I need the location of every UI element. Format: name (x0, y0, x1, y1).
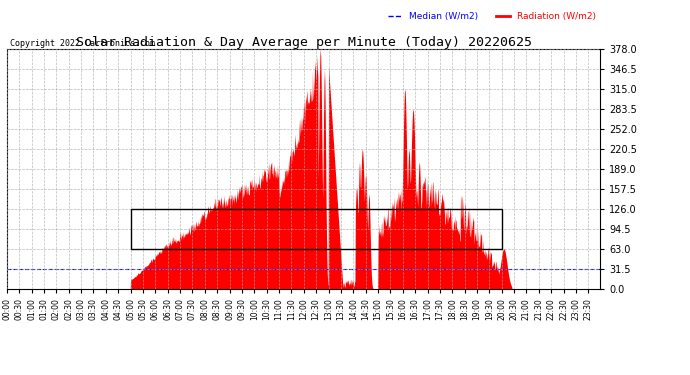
Legend: Median (W/m2), Radiation (W/m2): Median (W/m2), Radiation (W/m2) (388, 12, 595, 21)
Title: Solar Radiation & Day Average per Minute (Today) 20220625: Solar Radiation & Day Average per Minute… (76, 36, 531, 49)
Text: Copyright 2022 Cartronics.com: Copyright 2022 Cartronics.com (10, 39, 155, 48)
Bar (130, 209, 502, 249)
